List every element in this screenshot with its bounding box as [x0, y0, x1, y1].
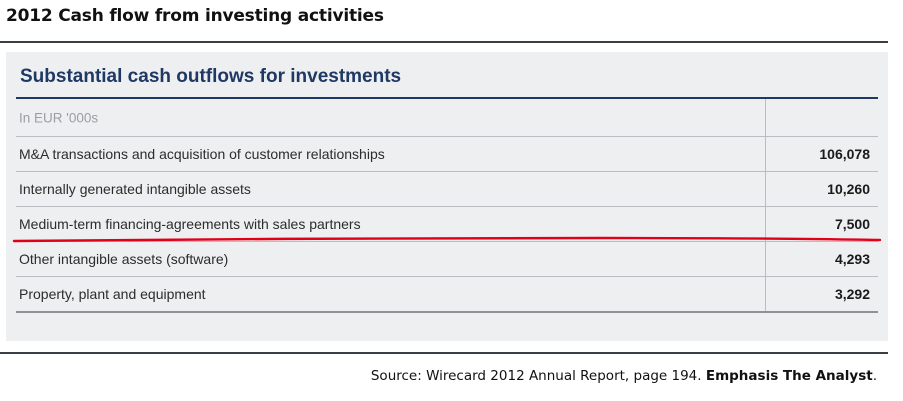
page-title: 2012 Cash flow from investing activities — [6, 6, 384, 26]
table-row: Internally generated intangible assets 1… — [16, 172, 878, 207]
column-divider — [765, 207, 766, 241]
row-value: 7,500 — [834, 216, 870, 232]
source-note: Source: Wirecard 2012 Annual Report, pag… — [371, 368, 877, 384]
table-row: Medium-term financing-agreements with sa… — [16, 207, 878, 242]
row-label: Internally generated intangible assets — [19, 181, 251, 197]
table-header-row: In EUR '000s — [16, 99, 878, 137]
source-text: Source: Wirecard 2012 Annual Report, pag… — [370, 368, 706, 384]
row-label: M&A transactions and acquisition of cust… — [19, 146, 385, 162]
column-divider — [765, 172, 766, 206]
panel-heading: Substantial cash outflows for investment… — [20, 66, 402, 87]
row-value: 10,260 — [827, 181, 870, 197]
column-divider — [765, 99, 766, 136]
table-panel: Substantial cash outflows for investment… — [6, 52, 888, 341]
row-label: Medium-term financing-agreements with sa… — [19, 216, 361, 232]
table-row: M&A transactions and acquisition of cust… — [16, 137, 878, 172]
row-label: Property, plant and equipment — [19, 286, 206, 302]
heading-divider — [16, 97, 878, 99]
row-value: 3,292 — [834, 286, 870, 302]
source-emphasis: Emphasis The Analyst — [705, 368, 873, 384]
column-divider — [765, 277, 766, 311]
investments-table: In EUR '000s M&A transactions and acquis… — [16, 99, 878, 313]
column-divider — [765, 137, 766, 171]
source-end: . — [872, 368, 877, 384]
unit-label: In EUR '000s — [19, 110, 99, 125]
table-row: Other intangible assets (software) 4,293 — [16, 242, 878, 277]
top-divider — [0, 41, 888, 43]
bottom-divider — [0, 352, 888, 354]
column-divider — [765, 242, 766, 276]
row-value: 106,078 — [819, 146, 870, 162]
row-label: Other intangible assets (software) — [19, 251, 229, 267]
table-row: Property, plant and equipment 3,292 — [16, 277, 878, 313]
row-value: 4,293 — [834, 251, 870, 267]
